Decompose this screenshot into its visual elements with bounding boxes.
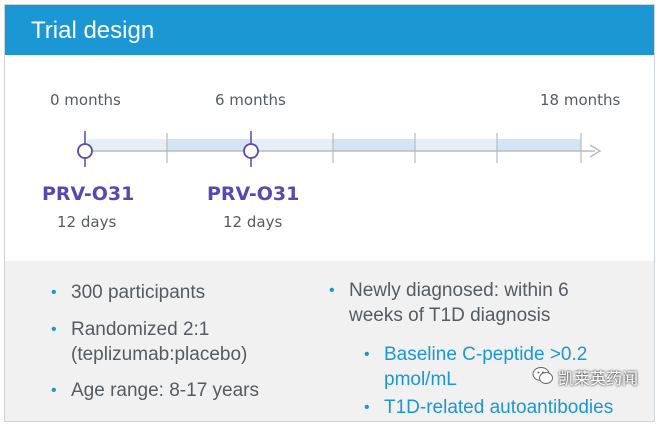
detail-text: Newly diagnosed: within 6	[349, 280, 569, 301]
dose-1-drug: PRV-O31	[42, 183, 135, 205]
bullet-dot: •	[51, 382, 57, 399]
timeline-label-mid: 6 months	[215, 91, 286, 109]
card-title: Trial design	[31, 17, 155, 44]
dose-marker	[77, 143, 93, 159]
detail-participants: • 300 participants	[51, 280, 206, 305]
detail-c-peptide: • Baseline C-peptide >0.2 pmol/mL	[364, 342, 588, 392]
detail-diagnosis: • Newly diagnosed: within 6 weeks of T1D…	[329, 278, 569, 328]
segment-4	[333, 139, 415, 151]
detail-text: (teplizumab:placebo)	[71, 344, 248, 365]
details-panel: • 300 participants • Randomized 2:1 (tep…	[5, 261, 654, 421]
detail-text: Randomized 2:1	[71, 319, 210, 340]
timeline-label-start: 0 months	[50, 91, 121, 109]
dose-2-drug: PRV-O31	[207, 183, 300, 205]
detail-text: Baseline C-peptide >0.2	[384, 344, 588, 365]
detail-text: 300 participants	[71, 282, 206, 303]
detail-age-range: • Age range: 8-17 years	[51, 378, 260, 403]
detail-text: weeks of T1D diagnosis	[349, 305, 551, 326]
watermark-text: 凯莱英药闻	[558, 369, 639, 388]
segment-2	[167, 139, 251, 151]
segment-3	[251, 139, 333, 151]
dose-1-duration: 12 days	[57, 213, 117, 231]
detail-text: Age range: 8-17 years	[71, 380, 260, 401]
bullet-dot: •	[329, 282, 335, 299]
detail-randomization: • Randomized 2:1 (teplizumab:placebo)	[51, 317, 248, 367]
segment-5	[415, 139, 497, 151]
trial-design-card: Trial design 0 months 6 months 18 months	[4, 4, 655, 422]
watermark: 凯莱英药闻	[528, 362, 648, 390]
detail-text: pmol/mL	[384, 369, 457, 390]
timeline-arrowhead	[589, 144, 602, 158]
bullet-dot: •	[51, 284, 57, 301]
segment-1	[87, 139, 167, 151]
bullet-dot: •	[51, 321, 57, 338]
bullet-dot: •	[364, 346, 370, 363]
detail-autoantibodies: • T1D-related autoantibodies	[364, 395, 614, 420]
segment-6	[497, 139, 581, 151]
timeline-graphic	[77, 131, 602, 167]
timeline: 0 months 6 months 18 months P	[5, 55, 654, 261]
wechat-icon	[532, 367, 553, 384]
card-header: Trial design	[5, 5, 654, 55]
dose-marker	[243, 143, 259, 159]
dose-2-duration: 12 days	[223, 213, 283, 231]
bullet-dot: •	[364, 399, 370, 416]
detail-text: T1D-related autoantibodies	[384, 397, 614, 418]
timeline-label-end: 18 months	[540, 91, 621, 109]
